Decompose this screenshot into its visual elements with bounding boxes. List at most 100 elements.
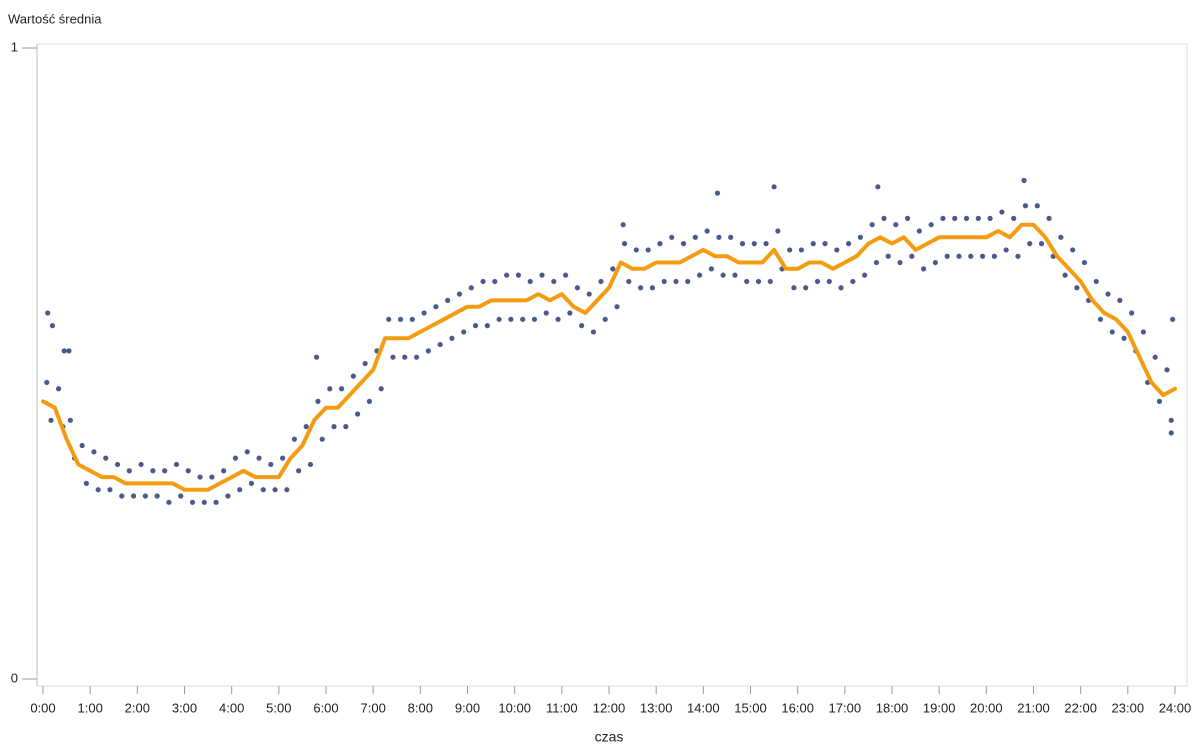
scatter-point — [771, 184, 777, 190]
scatter-point — [114, 461, 121, 468]
scatter-point — [567, 310, 573, 316]
scatter-point — [350, 373, 356, 379]
scatter-point — [456, 291, 463, 297]
scatter-point — [645, 247, 651, 253]
scatter-point — [1170, 316, 1176, 322]
scatter-point — [1109, 329, 1115, 335]
scatter-point — [885, 253, 891, 259]
scatter-point — [952, 215, 958, 221]
scatter-point — [185, 468, 191, 474]
scatter-point — [154, 493, 160, 499]
scatter-point — [343, 424, 349, 430]
scatter-point — [402, 354, 408, 360]
scatter-point — [126, 468, 132, 474]
scatter-point — [1070, 247, 1076, 253]
x-tick-label: 0:00 — [30, 700, 55, 715]
scatter-point — [472, 323, 479, 329]
scatter-point — [963, 215, 970, 221]
x-tick-label: 14:00 — [687, 700, 720, 715]
scatter-point — [579, 323, 585, 329]
scatter-point — [543, 310, 549, 316]
scatter-point — [331, 424, 337, 430]
x-tick-label: 16:00 — [781, 700, 814, 715]
scatter-point — [1015, 253, 1021, 259]
scatter-point — [1152, 354, 1158, 360]
scatter-point — [244, 449, 250, 455]
scatter-point — [1164, 367, 1170, 373]
scatter-point — [822, 241, 828, 247]
scatter-point — [814, 278, 821, 285]
scatter-point — [119, 493, 125, 499]
scatter-point — [956, 253, 962, 259]
scatter-point — [704, 228, 710, 234]
scatter-point — [67, 417, 73, 423]
scatter-point — [232, 455, 239, 461]
scatter-point — [409, 316, 415, 322]
scatter-point — [991, 253, 997, 259]
scatter-point — [775, 228, 781, 234]
scatter-point — [897, 259, 903, 266]
scatter-point — [1168, 417, 1174, 423]
scatter-point — [728, 234, 734, 240]
scatter-point — [1034, 203, 1040, 209]
scatter-point — [708, 266, 714, 272]
scatter-point — [303, 424, 309, 430]
x-tick-label: 22:00 — [1064, 700, 1097, 715]
scatter-point — [1168, 430, 1174, 436]
scatter-point — [1058, 234, 1064, 240]
x-tick-label: 23:00 — [1112, 700, 1145, 715]
scatter-point — [680, 241, 687, 247]
y-tick-label: 1 — [11, 39, 18, 54]
scatter-point — [798, 247, 805, 253]
scatter-point — [940, 215, 946, 221]
x-tick-label: 4:00 — [219, 700, 244, 715]
scatter-point — [1093, 278, 1099, 285]
x-tick-label: 18:00 — [876, 700, 909, 715]
scatter-point — [55, 386, 62, 392]
scatter-point — [1011, 215, 1017, 221]
scatter-point — [586, 291, 592, 297]
x-tick-label: 5:00 — [266, 700, 291, 715]
x-tick-label: 12:00 — [593, 700, 626, 715]
scatter-point — [904, 215, 911, 221]
scatter-point — [83, 480, 89, 486]
scatter-point — [551, 278, 557, 285]
scatter-point — [875, 184, 881, 190]
scatter-point — [763, 241, 769, 247]
x-tick-label: 24:00 — [1159, 700, 1192, 715]
scatter-point — [673, 278, 679, 285]
scatter-point — [79, 442, 85, 449]
scatter-point — [838, 285, 844, 291]
scatter-point — [221, 468, 227, 474]
scatter-point — [1062, 272, 1068, 278]
scatter-point — [979, 253, 986, 259]
scatter-point — [716, 234, 722, 240]
scatter-point — [602, 316, 608, 322]
scatter-point — [857, 234, 863, 240]
scatter-point — [378, 386, 384, 392]
scatter-point — [714, 190, 721, 196]
scatter-point — [862, 272, 868, 278]
scatter-point — [433, 304, 439, 310]
x-tick-label: 19:00 — [923, 700, 956, 715]
scatter-point — [661, 278, 667, 285]
scatter-point — [1097, 316, 1104, 322]
scatter-point — [209, 474, 215, 480]
scatter-point — [91, 449, 97, 455]
scatter-point — [130, 493, 137, 499]
scatter-point — [189, 499, 196, 505]
x-axis-title: czas — [595, 729, 624, 745]
scatter-point — [692, 234, 698, 240]
scatter-point — [366, 398, 372, 404]
scatter-point — [445, 297, 451, 303]
scatter-point — [201, 499, 207, 505]
scatter-point — [1022, 203, 1029, 209]
scatter-point — [932, 259, 938, 266]
scatter-point — [621, 241, 628, 247]
scatter-point — [461, 329, 467, 335]
scatter-point — [1117, 297, 1123, 303]
scatter-point — [1046, 215, 1052, 221]
scatter-point — [921, 266, 927, 272]
scatter-point — [610, 266, 616, 272]
scatter-point — [850, 278, 856, 285]
